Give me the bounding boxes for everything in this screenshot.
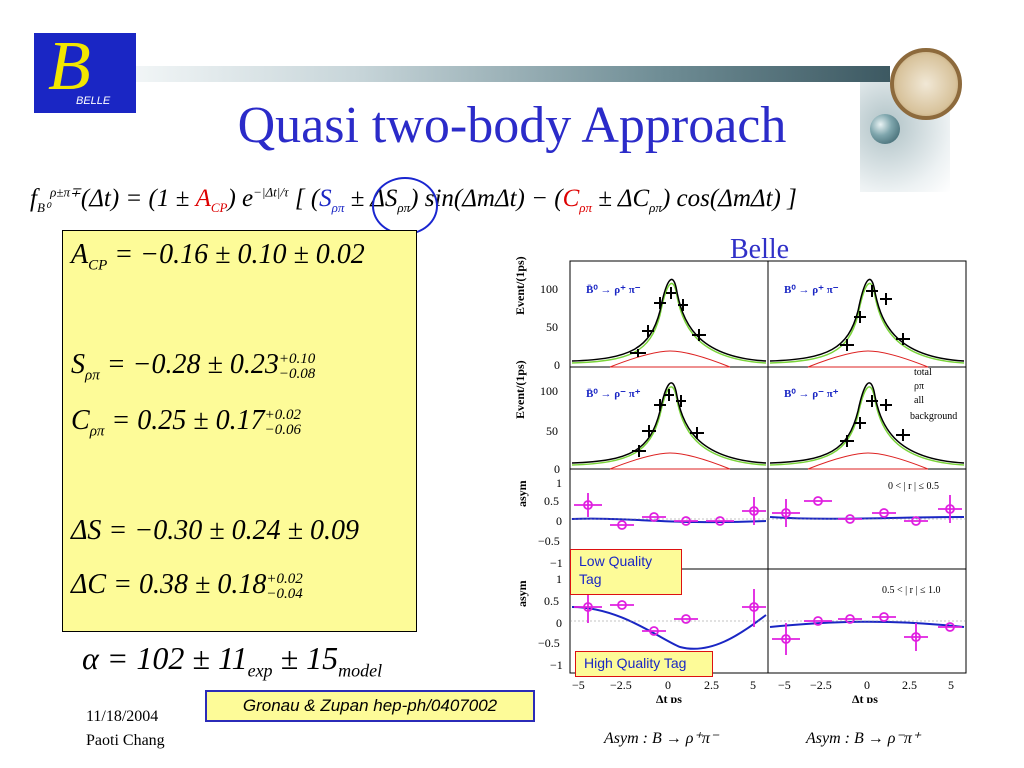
background-hatch	[609, 452, 731, 470]
total-curve	[571, 278, 767, 362]
background-hatch	[609, 350, 731, 368]
y-tick: −0.5	[538, 636, 560, 650]
belle-label: Belle	[730, 234, 790, 265]
y-tick: 50	[546, 424, 558, 438]
y-tick: 0.5	[544, 594, 559, 608]
y-tick: 0	[554, 462, 560, 476]
x-tick: 2.5	[902, 678, 917, 692]
s-result: Sρπ = −0.28 ± 0.23 +0.10 −0.08	[71, 349, 316, 384]
y-tick: 0	[556, 616, 562, 630]
y-tick: −0.5	[538, 534, 560, 548]
legend-entry: background	[910, 411, 957, 422]
signal-curve	[769, 386, 965, 466]
belle-logo: B BELLE	[34, 28, 136, 113]
r-bin-label: 0 < | r | ≤ 0.5	[888, 481, 939, 492]
total-curve	[769, 278, 965, 362]
logo-letter: B	[48, 28, 91, 105]
r-bin-label: 0.5 < | r | ≤ 1.0	[882, 585, 940, 596]
slide-date: 11/18/2004	[86, 708, 159, 725]
reference-box: Gronau & Zupan hep-ph/0407002	[205, 690, 535, 722]
x-tick: 5	[948, 678, 954, 692]
x-tick: 2.5	[704, 678, 719, 692]
y-tick: 0.5	[544, 494, 559, 508]
logo-text: BELLE	[76, 95, 111, 107]
legend-entry: all	[914, 395, 924, 406]
high-quality-tag-label: High Quality Tag	[575, 651, 713, 677]
x-tick: −5	[778, 678, 791, 692]
slide-title: Quasi two-body Approach	[237, 97, 787, 154]
panel-frame	[569, 366, 769, 470]
y-tick: 100	[540, 384, 558, 398]
ds-result: ΔS = −0.30 ± 0.24 ± 0.09	[71, 515, 359, 546]
event-points	[630, 285, 910, 457]
sphere-ornament	[870, 114, 900, 144]
x-axis-label: Δt ps	[852, 692, 878, 703]
title-banner	[130, 66, 890, 82]
legend-entry: ρπ	[914, 381, 924, 392]
total-curve	[769, 382, 965, 464]
s-highlight-circle	[372, 177, 438, 235]
belle-fit-plots: Event/(1ps) Event/(1ps) asym asym 100 50…	[513, 256, 968, 703]
formula-text: fB⁰ρ±π∓(Δt) = (1 ± ACP) e−|Δt|/τ [ (Sρπ …	[30, 185, 797, 216]
x-tick: 0	[864, 678, 870, 692]
y-tick: 0	[554, 358, 560, 372]
x-tick: 0	[665, 678, 671, 692]
signal-curve	[769, 282, 965, 364]
signal-curve	[571, 386, 767, 466]
background-hatch	[807, 350, 929, 368]
y-tick: 1	[556, 572, 562, 586]
x-tick: −5	[572, 678, 585, 692]
events-ylabel: Event/(1ps)	[513, 360, 527, 419]
asym-right-label: Asym : B → ρ⁻π⁺	[806, 730, 921, 747]
panel-label: B⁰ → ρ⁻ π⁺	[784, 388, 839, 400]
y-tick: −1	[550, 658, 563, 672]
total-curve	[571, 382, 767, 464]
x-tick: 5	[750, 678, 756, 692]
dc-result: ΔC = 0.38 ± 0.18 +0.02 −0.04	[71, 569, 303, 602]
events-ylabel: Event/(1ps)	[513, 256, 527, 315]
asym-points	[574, 493, 962, 655]
c-result: Cρπ = 0.25 ± 0.17 +0.02 −0.06	[71, 405, 302, 440]
panel-label: B̄⁰ → ρ⁻ π⁺	[586, 388, 641, 400]
background-hatch	[807, 452, 929, 470]
results-box: ACP = −0.16 ± 0.10 ± 0.02 Sρπ = −0.28 ± …	[62, 230, 417, 632]
asym-fit-curve	[769, 516, 965, 520]
asym-fit-curve	[571, 517, 767, 524]
asym-ylabel: asym	[515, 480, 529, 507]
x-tick: −2.5	[810, 678, 832, 692]
y-tick: 1	[556, 476, 562, 490]
asym-fit-curve	[769, 620, 965, 628]
university-seal	[890, 48, 962, 120]
asym-ylabel: asym	[515, 580, 529, 607]
y-tick: −1	[550, 556, 563, 570]
fit-formula: fB⁰ρ±π∓(Δt) = (1 ± ACP) e−|Δt|/τ [ (Sρπ …	[30, 177, 1010, 235]
y-tick: 50	[546, 320, 558, 334]
asym-left-label: Asym : B → ρ⁺π⁻	[604, 730, 719, 747]
alpha-result: α = 102 ± 11exp ± 15model	[82, 640, 383, 681]
panel-label: B̄⁰ → ρ⁺ π⁻	[586, 284, 641, 296]
x-axis-label: Δt ps	[656, 692, 682, 703]
low-quality-tag-label: Low Quality Tag	[570, 549, 682, 595]
y-tick: 100	[540, 282, 558, 296]
acp-result: ACP = −0.16 ± 0.10 ± 0.02	[71, 239, 365, 274]
panel-label: B⁰ → ρ⁺ π⁻	[784, 284, 839, 296]
slide-author: Paoti Chang	[86, 732, 165, 749]
x-tick: −2.5	[610, 678, 632, 692]
y-tick: 0	[556, 514, 562, 528]
legend-entry: total	[914, 367, 932, 378]
asym-fit-curve	[571, 606, 767, 650]
